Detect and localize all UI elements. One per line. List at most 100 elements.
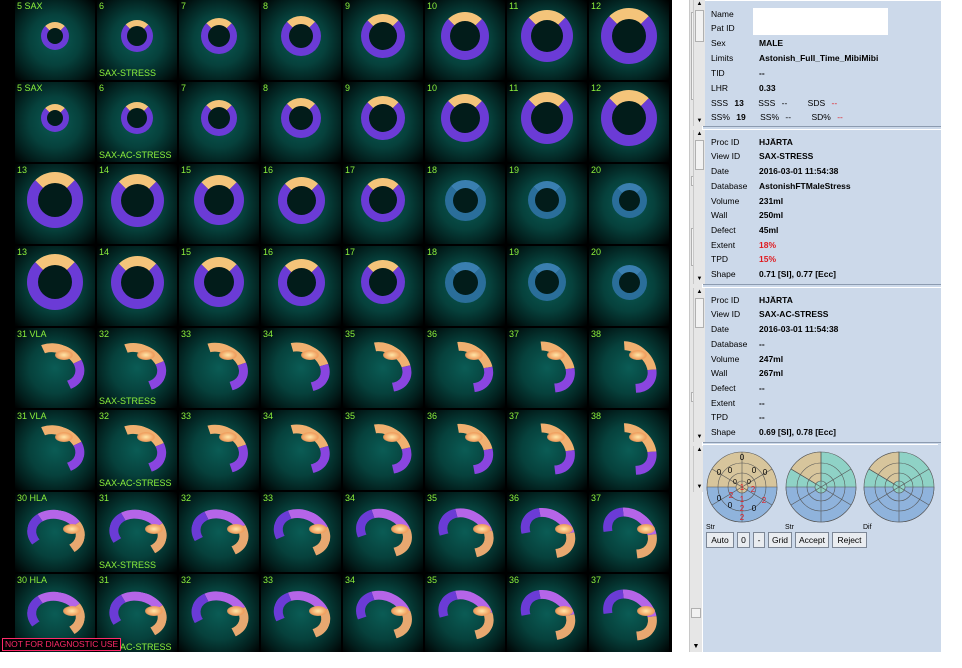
slice-image[interactable]: 37 <box>507 328 587 408</box>
slice-image[interactable]: 38 <box>589 328 669 408</box>
slice-image[interactable]: 7 <box>179 0 259 80</box>
scroll-thumb[interactable] <box>695 140 704 170</box>
myocardium-arc <box>347 414 421 484</box>
slice-image[interactable]: 33 <box>261 574 341 652</box>
slice-image[interactable]: 32 SAX-AC-STRESS <box>97 410 177 490</box>
slice-image[interactable]: 15 <box>179 164 259 244</box>
myocardium-ring <box>121 20 153 52</box>
limits-value: Astonish_Full_Time_MibiMibi <box>759 53 879 63</box>
slice-image[interactable]: 35 <box>425 492 505 572</box>
slice-image[interactable]: 38 <box>589 410 669 490</box>
slice-image[interactable]: 18 <box>425 246 505 326</box>
slice-image[interactable]: 15 <box>179 246 259 326</box>
slice-image[interactable]: 36 <box>425 328 505 408</box>
slice-image[interactable]: 20 <box>589 246 669 326</box>
slice-image[interactable]: 18 <box>425 164 505 244</box>
myocardium-ring <box>41 22 69 50</box>
slice-image[interactable]: 10 <box>425 0 505 80</box>
slice-image[interactable]: 14 <box>97 246 177 326</box>
slice-image[interactable]: 6 SAX-STRESS <box>97 0 177 80</box>
slice-image[interactable]: 10 <box>425 82 505 162</box>
slice-label: 35 <box>427 493 438 503</box>
slice-image[interactable]: 9 <box>343 82 423 162</box>
slice-image[interactable]: 20 <box>589 164 669 244</box>
scroll-down-arrow-icon[interactable]: ▼ <box>694 483 705 492</box>
slice-image[interactable]: 11 <box>507 82 587 162</box>
slice-image[interactable]: 17 <box>343 246 423 326</box>
slice-grid[interactable]: 5 SAX 6 SAX-STRESS 7 8 9 10 11 12 5 SAX 6 SAX-AC-ST… <box>15 0 672 652</box>
scroll-thumb[interactable] <box>695 298 704 328</box>
minus-button[interactable]: - <box>753 532 765 548</box>
grid-button[interactable]: Grid <box>768 532 792 548</box>
slice-image[interactable]: 34 <box>343 574 423 652</box>
slice-image[interactable]: 36 <box>507 574 587 652</box>
scroll-up-arrow-icon[interactable]: ▲ <box>694 0 705 9</box>
slice-image[interactable]: 11 <box>507 0 587 80</box>
slice-image[interactable]: 31 VLA <box>15 410 95 490</box>
hotspot <box>227 606 245 616</box>
slice-image[interactable]: 34 <box>261 410 341 490</box>
slice-image[interactable]: 12 <box>589 0 669 80</box>
slice-image[interactable]: 14 <box>97 164 177 244</box>
wall-value: 250ml <box>759 210 784 220</box>
slice-image[interactable]: 37 <box>507 410 587 490</box>
tpd-label: TPD <box>711 412 728 422</box>
slice-image[interactable]: 31 VLA <box>15 328 95 408</box>
scroll-thumb[interactable] <box>695 10 704 42</box>
scroll-down-arrow-icon[interactable]: ▼ <box>694 117 705 126</box>
myocardium-arc <box>104 585 172 645</box>
slice-image[interactable]: 8 <box>261 0 341 80</box>
score-text: 0 <box>752 504 757 513</box>
slice-image[interactable]: 35 <box>425 574 505 652</box>
accept-button[interactable]: Accept <box>795 532 829 548</box>
slice-image[interactable]: 5 SAX <box>15 0 95 80</box>
slice-image[interactable]: 32 <box>179 574 259 652</box>
score-text: 2 <box>740 504 745 513</box>
patient-panel-scrollbar[interactable]: ▲ ▼ <box>693 0 705 126</box>
slice-image[interactable]: 9 <box>343 0 423 80</box>
slice-image[interactable]: 13 <box>15 246 95 326</box>
slice-image[interactable]: 33 <box>179 410 259 490</box>
sds-value: -- <box>831 98 838 108</box>
auto-button[interactable]: Auto <box>706 532 734 548</box>
slice-image[interactable]: 30 HLA <box>15 492 95 572</box>
slice-image[interactable]: 36 <box>425 410 505 490</box>
slice-image[interactable]: 19 <box>507 164 587 244</box>
slice-image[interactable]: 12 <box>589 82 669 162</box>
slice-image[interactable]: 34 <box>261 328 341 408</box>
slice-image[interactable]: 13 <box>15 164 95 244</box>
proc1-panel-scrollbar[interactable]: ▲ ▼ <box>693 130 705 284</box>
reject-button[interactable]: Reject <box>832 532 867 548</box>
slice-image[interactable]: 31 SAX-STRESS <box>97 492 177 572</box>
slice-image[interactable]: 32 SAX-STRESS <box>97 328 177 408</box>
slice-image[interactable]: 19 <box>507 246 587 326</box>
scroll-up-arrow-icon[interactable]: ▲ <box>694 130 705 139</box>
slice-image[interactable]: 32 <box>179 492 259 572</box>
slice-image[interactable]: 16 <box>261 246 341 326</box>
zero-button[interactable]: 0 <box>737 532 750 548</box>
slice-image[interactable]: 36 <box>507 492 587 572</box>
slice-image[interactable]: 35 <box>343 328 423 408</box>
slice-image[interactable]: 33 <box>179 328 259 408</box>
slice-image[interactable]: 37 <box>589 574 669 652</box>
scroll-down-arrow-icon[interactable]: ▼ <box>694 433 705 442</box>
slice-image[interactable]: 37 <box>589 492 669 572</box>
slice-image[interactable]: 17 <box>343 164 423 244</box>
slice-image[interactable]: 8 <box>261 82 341 162</box>
image-viewer[interactable]: 5 SAX 6 SAX-STRESS 7 8 9 10 11 12 5 SAX 6 SAX-AC-ST… <box>0 0 672 652</box>
slice-image[interactable]: 6 SAX-AC-STRESS <box>97 82 177 162</box>
scroll-up-arrow-icon[interactable]: ▲ <box>694 446 705 455</box>
proc2-panel-scrollbar[interactable]: ▲ ▼ <box>693 288 705 442</box>
slice-image[interactable]: 16 <box>261 164 341 244</box>
myocardium-ring <box>361 14 405 58</box>
slice-image[interactable]: 5 SAX <box>15 82 95 162</box>
slice-image[interactable]: 34 <box>343 492 423 572</box>
scroll-up-arrow-icon[interactable]: ▲ <box>694 288 705 297</box>
scroll-down-arrow-icon[interactable]: ▼ <box>694 275 705 284</box>
slice-image[interactable]: 7 <box>179 82 259 162</box>
scroll-down-arrow-icon[interactable]: ▼ <box>690 642 702 652</box>
slice-image[interactable]: 35 <box>343 410 423 490</box>
score-text: 2 <box>729 491 734 500</box>
slice-image[interactable]: 33 <box>261 492 341 572</box>
bullseye-panel-scrollbar[interactable]: ▲ ▼ <box>693 446 705 492</box>
